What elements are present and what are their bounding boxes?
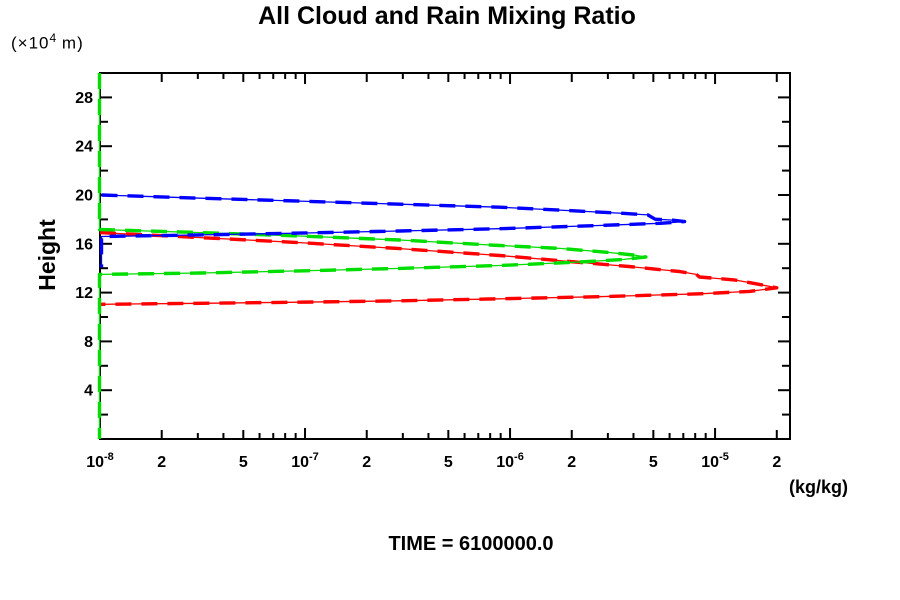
y-tick-label: 12 <box>75 285 93 302</box>
x-tick-label: 10-5 <box>701 451 729 471</box>
y-tick-label: 28 <box>75 90 93 107</box>
x-tick-label: 10-8 <box>86 451 114 471</box>
y-tick-label: 16 <box>75 236 93 253</box>
series-blue-profile-dash <box>99 193 687 268</box>
y-tick-label: 4 <box>84 383 93 400</box>
x-tick-label: 2 <box>567 454 576 471</box>
chart-title: All Cloud and Rain Mixing Ratio <box>258 2 636 30</box>
x-tick-label: 10-6 <box>496 451 524 471</box>
y-axis-unit: (×104 m) <box>11 31 84 54</box>
y-axis-unit-suffix: m) <box>56 33 84 53</box>
x-tick-label: 10-7 <box>291 451 319 471</box>
series-green-profile-dash <box>97 73 648 439</box>
y-tick-label: 20 <box>75 188 93 205</box>
y-tick-label: 8 <box>84 334 93 351</box>
x-tick-label: 5 <box>444 454 453 471</box>
x-tick-label: 2 <box>362 454 371 471</box>
series-red-profile-dash <box>99 230 779 306</box>
series-green-profile-line <box>98 73 647 439</box>
y-axis-unit-prefix: (×10 <box>11 33 50 53</box>
plot-frame <box>99 72 791 440</box>
time-label: TIME = 6100000.0 <box>388 533 554 555</box>
x-tick-label: 5 <box>239 454 248 471</box>
x-tick-label: 5 <box>649 454 658 471</box>
x-tick-label: 2 <box>772 454 781 471</box>
x-axis-unit: (kg/kg) <box>789 477 849 497</box>
y-axis-unit-exponent: 4 <box>49 31 57 45</box>
x-tick-label: 2 <box>157 454 166 471</box>
y-tick-label: 24 <box>75 139 93 156</box>
